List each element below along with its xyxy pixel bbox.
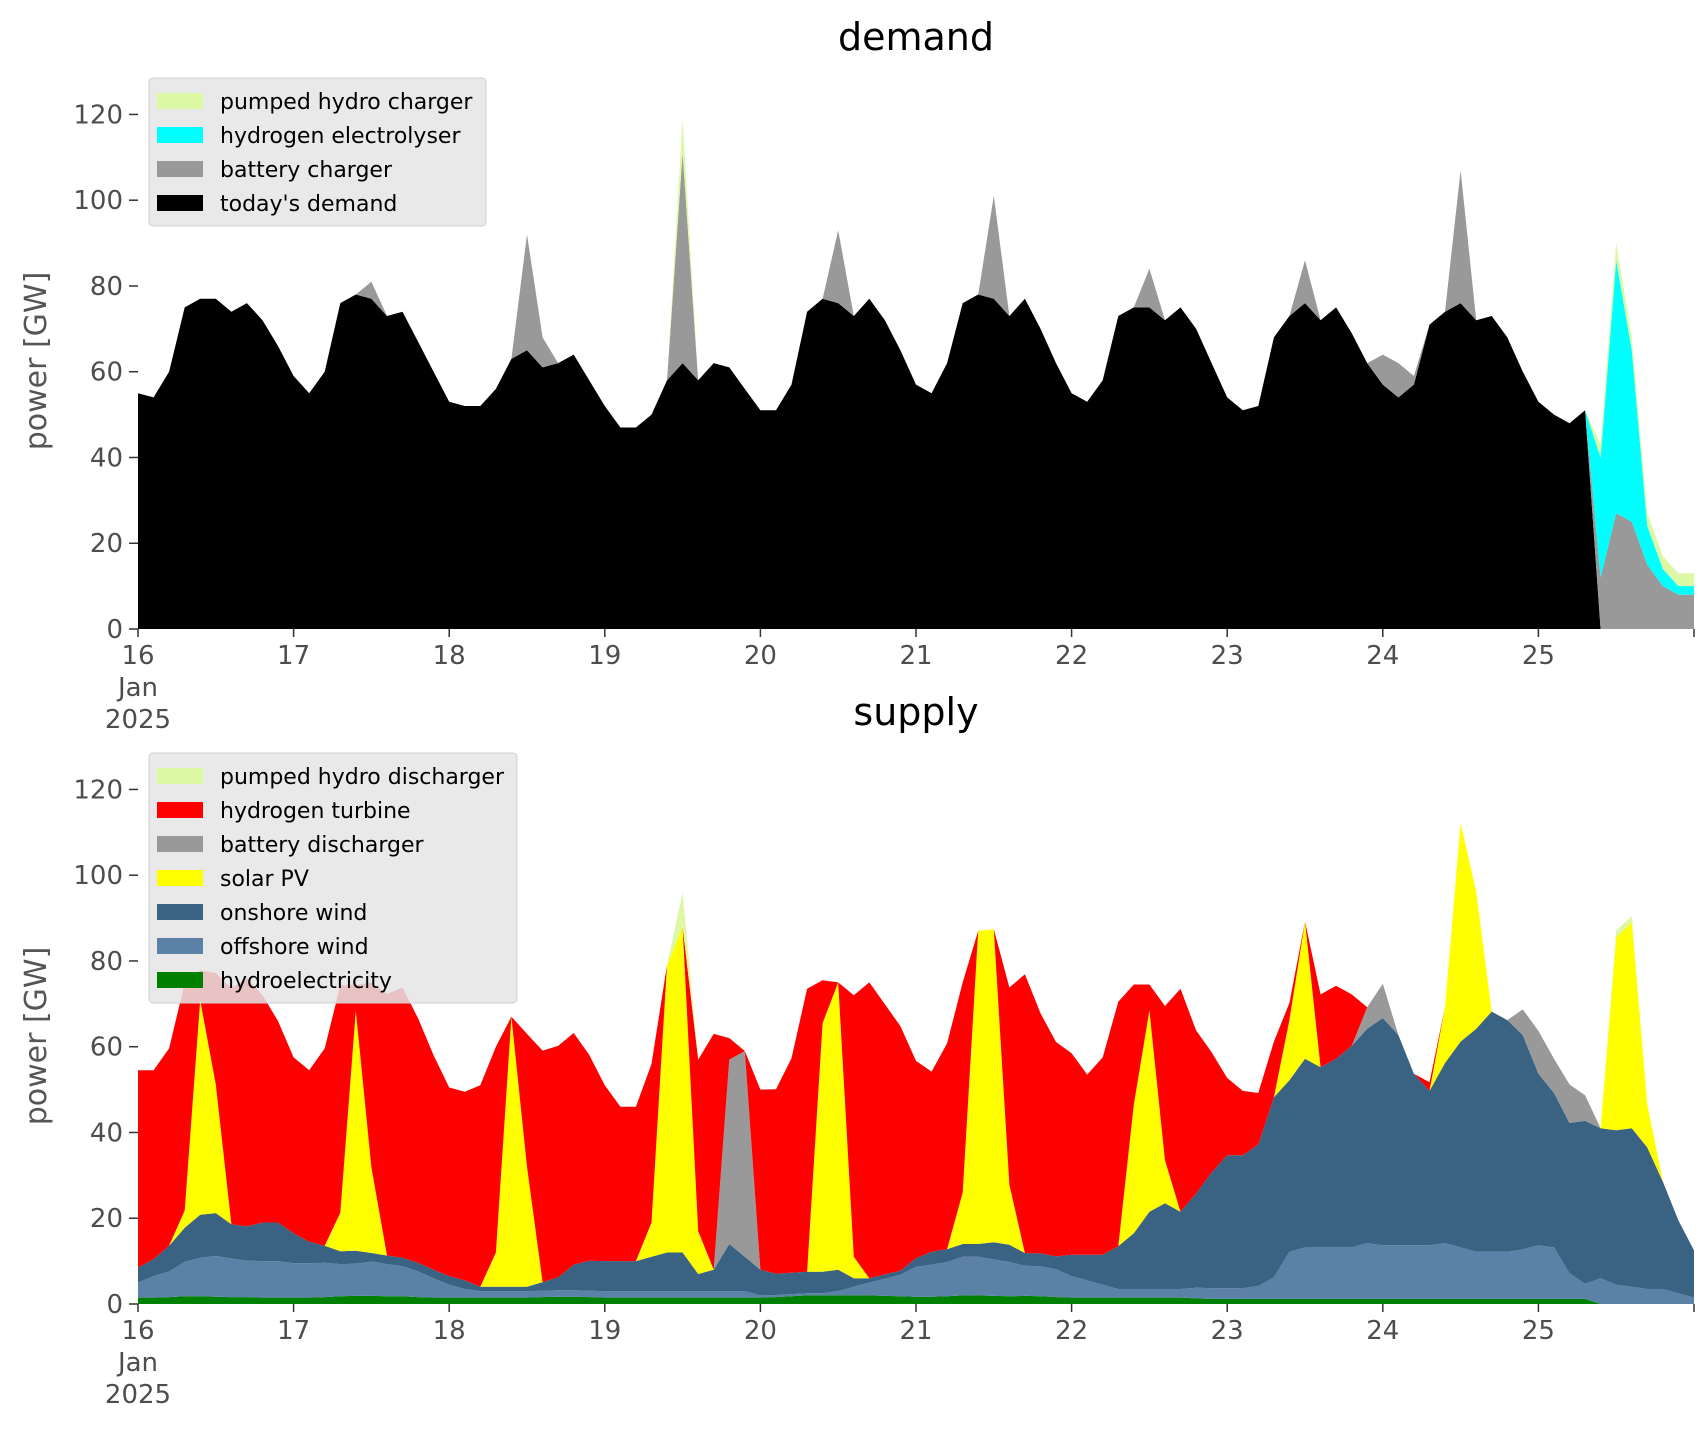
y-tick-label: 60 — [90, 1033, 123, 1063]
x-tick-label: 24 — [1366, 641, 1399, 671]
legend-swatch — [157, 768, 203, 784]
areas — [138, 118, 1694, 629]
y-tick-label: 80 — [90, 272, 123, 302]
legend-label: battery charger — [220, 158, 393, 183]
y-axis: 0 20 40 60 80 100 120 — [73, 775, 138, 1320]
legend-label: hydrogen electrolyser — [220, 124, 461, 149]
legend-label: offshore wind — [220, 935, 369, 960]
x-tick-label: 18 — [433, 641, 466, 671]
x-tick-sublabel: 2025 — [105, 1380, 171, 1410]
legend-swatch — [157, 127, 203, 143]
chart-title: supply — [853, 690, 978, 734]
x-tick-label: 25 — [1522, 1316, 1555, 1346]
area-solar-pv — [138, 822, 1694, 1287]
legend-item: battery discharger — [157, 833, 425, 858]
legend: pumped hydro charger hydrogen electrolyse… — [148, 77, 487, 227]
x-tick-label: 21 — [899, 641, 932, 671]
legend-label: battery discharger — [220, 833, 425, 858]
legend-label: today's demand — [220, 192, 397, 217]
x-tick-label: 19 — [588, 641, 621, 671]
legend-item: today's demand — [157, 192, 397, 217]
legend-item: hydrogen electrolyser — [157, 124, 461, 149]
area-today-s-demand — [138, 294, 1694, 629]
y-axis-label: power [GW] — [19, 272, 54, 451]
legend-swatch — [157, 93, 203, 109]
legend-label: hydrogen turbine — [220, 799, 411, 824]
y-tick-label: 60 — [90, 358, 123, 388]
y-tick-label: 40 — [90, 1118, 123, 1148]
y-tick-label: 0 — [106, 1290, 123, 1320]
legend-item: offshore wind — [157, 935, 369, 960]
x-tick-label: 23 — [1211, 1316, 1244, 1346]
x-tick-label: 20 — [744, 1316, 777, 1346]
area-battery-charger — [138, 153, 1694, 629]
y-tick-label: 100 — [73, 861, 123, 891]
legend-swatch — [157, 195, 203, 211]
legend-label: solar PV — [220, 867, 309, 892]
x-tick-label: 22 — [1055, 1316, 1088, 1346]
legend-swatch — [157, 802, 203, 818]
legend-item: hydroelectricity — [157, 969, 392, 994]
x-tick-label: 17 — [277, 1316, 310, 1346]
legend-item: solar PV — [157, 867, 309, 892]
y-tick-label: 100 — [73, 186, 123, 216]
x-tick-sublabel: Jan — [116, 673, 158, 703]
area-hydrogen-turbine — [138, 822, 1694, 1287]
legend-swatch — [157, 870, 203, 886]
area-onshore-wind — [138, 1011, 1694, 1298]
y-tick-label: 120 — [73, 100, 123, 130]
legend-item: onshore wind — [157, 901, 367, 926]
x-tick-label: 17 — [277, 641, 310, 671]
legend-box — [148, 752, 518, 1004]
x-tick-label: 19 — [588, 1316, 621, 1346]
x-tick-label: 21 — [899, 1316, 932, 1346]
legend-swatch — [157, 938, 203, 954]
legend-swatch — [157, 161, 203, 177]
legend-swatch — [157, 904, 203, 920]
legend-item: battery charger — [157, 158, 393, 183]
y-tick-label: 20 — [90, 1204, 123, 1234]
legend-label: pumped hydro discharger — [220, 765, 505, 790]
area-offshore-wind — [138, 1243, 1694, 1304]
legend: pumped hydro discharger hydrogen turbine b… — [148, 752, 518, 1004]
legend-swatch — [157, 972, 203, 988]
legend-label: pumped hydro charger — [220, 90, 473, 115]
legend-item: pumped hydro discharger — [157, 765, 505, 790]
legend-item: hydrogen turbine — [157, 799, 411, 824]
y-tick-label: 40 — [90, 443, 123, 473]
x-tick-sublabel: 2025 — [105, 705, 171, 735]
y-axis-label: power [GW] — [19, 947, 54, 1126]
area-hydroelectricity — [138, 1295, 1694, 1304]
x-tick-label: 16 — [121, 1316, 154, 1346]
y-tick-label: 0 — [106, 615, 123, 645]
legend-swatch — [157, 836, 203, 852]
legend-box — [148, 77, 487, 227]
x-tick-label: 24 — [1366, 1316, 1399, 1346]
areas — [138, 822, 1694, 1304]
y-tick-label: 120 — [73, 775, 123, 805]
chart-title: demand — [838, 15, 994, 59]
x-tick-label: 25 — [1522, 641, 1555, 671]
legend-item: pumped hydro charger — [157, 90, 473, 115]
legend-label: hydroelectricity — [220, 969, 392, 994]
y-axis: 0 20 40 60 80 100 120 — [73, 100, 138, 645]
y-tick-label: 80 — [90, 947, 123, 977]
y-tick-label: 20 — [90, 529, 123, 559]
legend-label: onshore wind — [220, 901, 367, 926]
x-tick-sublabel: Jan — [116, 1348, 158, 1378]
x-tick-label: 22 — [1055, 641, 1088, 671]
x-tick-label: 23 — [1211, 641, 1244, 671]
x-tick-label: 18 — [433, 1316, 466, 1346]
x-tick-label: 16 — [121, 641, 154, 671]
x-tick-label: 20 — [744, 641, 777, 671]
